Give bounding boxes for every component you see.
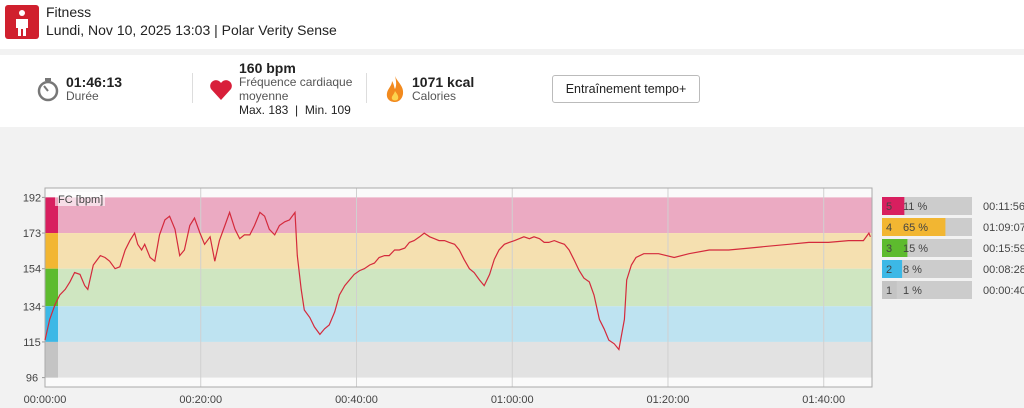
hr-value: 160 bpm xyxy=(239,60,296,76)
x-tick-label: 00:40:00 xyxy=(335,394,378,406)
zone-strip xyxy=(45,268,58,307)
calories-value: 1071 kcal xyxy=(412,74,475,90)
header: Fitness Lundi, Nov 10, 2025 13:03 | Pola… xyxy=(0,0,1024,49)
x-tick-label: 01:20:00 xyxy=(647,394,690,406)
zone-duration: 00:15:59 xyxy=(983,243,1024,255)
flame-icon xyxy=(386,76,404,102)
zone-number: 2 xyxy=(886,264,892,276)
zone-number: 5 xyxy=(886,201,892,213)
zone-percent: 65 % xyxy=(903,222,928,234)
training-button[interactable]: Entraînement tempo+ xyxy=(552,75,700,103)
y-axis-label: FC [bpm] xyxy=(58,194,103,206)
y-tick-label: 154 xyxy=(23,264,41,276)
zone-duration: 00:11:56 xyxy=(983,201,1024,213)
zone-bar xyxy=(896,239,908,257)
y-tick-label: 192 xyxy=(23,192,41,204)
y-tick-label: 96 xyxy=(26,373,38,385)
zone-bar-bg xyxy=(882,197,972,215)
zone-band xyxy=(45,197,872,234)
zone-strip xyxy=(45,306,58,342)
stopwatch-icon xyxy=(37,78,59,102)
zone-bar xyxy=(896,260,903,278)
x-tick-label: 00:20:00 xyxy=(179,394,222,406)
y-tick-label: 134 xyxy=(23,301,41,313)
duration-label: Durée xyxy=(66,89,99,103)
plot-frame xyxy=(44,187,873,388)
heart-icon xyxy=(210,80,232,100)
calories-label: Calories xyxy=(412,89,457,103)
separator xyxy=(192,73,193,103)
sport-icon xyxy=(5,5,39,39)
zone-number: 4 xyxy=(886,222,892,234)
zone-percent: 8 % xyxy=(903,264,922,276)
zone-bar-bg xyxy=(882,260,972,278)
zone-percent: 15 % xyxy=(903,243,928,255)
zone-number-bg xyxy=(882,218,896,236)
x-tick-label: 01:00:00 xyxy=(491,394,534,406)
zone-band xyxy=(45,306,872,342)
y-label-bg xyxy=(55,192,105,206)
zone-duration: 01:09:07 xyxy=(983,222,1024,234)
hr-label: Fréquence cardiaque moyenne xyxy=(239,75,353,103)
hr-minmax: Max. 183 | Min. 109 xyxy=(239,103,351,117)
zone-band xyxy=(45,268,872,307)
zone-strip xyxy=(45,233,58,269)
zone-number: 3 xyxy=(886,243,892,255)
zone-bar xyxy=(896,218,946,236)
zone-number-bg xyxy=(882,239,896,257)
zone-strip xyxy=(45,341,58,378)
zone-percent: 11 % xyxy=(903,201,927,213)
summary: 01:46:13 Durée 160 bpm Fréquence cardiaq… xyxy=(0,55,1024,127)
separator xyxy=(366,73,367,103)
y-tick-label: 115 xyxy=(23,337,41,349)
zone-strip xyxy=(45,197,58,234)
zone-duration: 00:08:28 xyxy=(983,264,1024,276)
zone-number: 1 xyxy=(886,285,892,297)
x-tick-label: 01:40:00 xyxy=(802,394,845,406)
zone-band xyxy=(45,341,872,378)
zone-bar xyxy=(896,281,897,299)
hr-line xyxy=(44,210,871,351)
x-tick-label: 00:00:00 xyxy=(24,394,67,406)
title: Fitness xyxy=(46,4,92,20)
zone-duration: 00:00:40 xyxy=(983,285,1024,297)
zone-percent: 1 % xyxy=(903,285,922,297)
duration-value: 01:46:13 xyxy=(66,74,123,90)
zone-band xyxy=(45,233,872,269)
subtitle: Lundi, Nov 10, 2025 13:03 | Polar Verity… xyxy=(46,22,337,38)
zone-number-bg xyxy=(882,197,896,215)
zone-bar-bg xyxy=(882,281,972,299)
zone-number-bg xyxy=(882,281,896,299)
zone-number-bg xyxy=(882,260,896,278)
y-tick-label: 173 xyxy=(23,228,41,240)
zone-bar xyxy=(896,197,905,215)
